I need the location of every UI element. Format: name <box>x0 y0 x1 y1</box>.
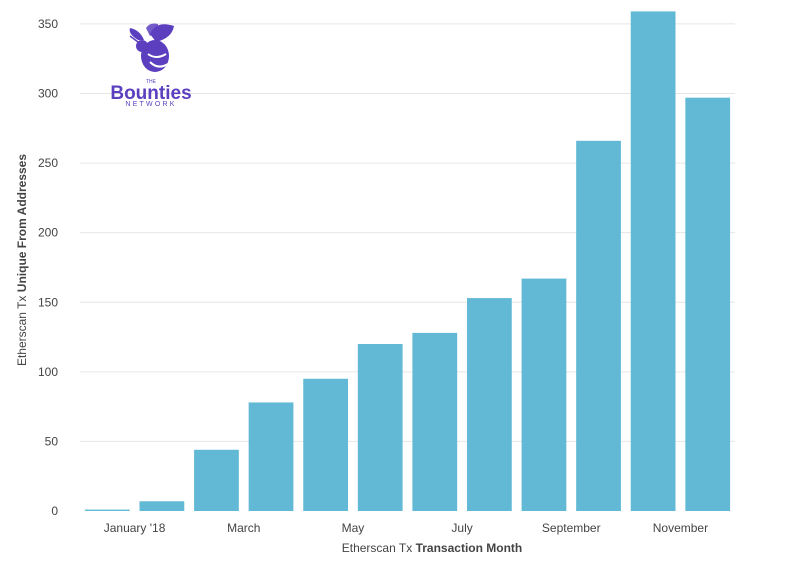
bee-icon <box>129 23 174 72</box>
x-tick-label: November <box>653 521 708 535</box>
logo-main-text: Bounties <box>110 83 191 104</box>
x-tick-label: March <box>227 521 260 535</box>
gridlines <box>80 23 735 442</box>
y-tick-label: 0 <box>51 504 58 518</box>
bar-2018-05 <box>357 344 403 511</box>
x-axis-title-prefix: Etherscan Tx <box>342 541 412 555</box>
y-axis-title-bold: Unique From Addresses <box>15 154 29 293</box>
y-axis-title: Etherscan Tx Unique From Addresses <box>15 154 29 366</box>
bar-2018-02 <box>194 449 239 511</box>
y-tick-label: 100 <box>38 365 58 379</box>
x-tick-label: May <box>342 521 365 535</box>
bar-2018-01 <box>139 501 185 511</box>
y-tick-label: 250 <box>38 156 58 170</box>
x-tick-label: July <box>451 521 472 535</box>
bar-2017-12 <box>84 509 130 511</box>
y-axis-title-prefix: Etherscan Tx <box>15 296 29 366</box>
bar-2018-08 <box>521 278 567 511</box>
x-axis-title-bold: Transaction Month <box>416 541 523 555</box>
bar-2018-06 <box>412 332 458 511</box>
x-tick-label: September <box>542 521 601 535</box>
y-tick-label: 50 <box>45 434 59 448</box>
logo-sub-text: NETWORK <box>125 101 176 108</box>
y-tick-labels: 0 50 100 150 200 250 300 350 <box>38 17 58 518</box>
bars <box>84 11 731 512</box>
bar-2018-03 <box>248 402 294 511</box>
bar-2018-09 <box>576 140 621 512</box>
bar-2018-04 <box>303 378 349 511</box>
bar-2018-10 <box>630 11 676 512</box>
bounties-network-logo: THE Bounties NETWORK <box>110 23 192 108</box>
bar-2018-07 <box>466 298 512 511</box>
y-tick-label: 150 <box>38 295 58 309</box>
y-tick-label: 350 <box>38 17 58 31</box>
y-tick-label: 200 <box>38 226 58 240</box>
bar-2018-11 <box>685 97 731 512</box>
logo-small-text: THE <box>146 79 157 85</box>
y-tick-label: 300 <box>38 87 58 101</box>
x-tick-label: January '18 <box>104 521 166 535</box>
x-tick-labels: January '18 March May July September November <box>104 521 708 535</box>
x-axis-title: Etherscan Tx Transaction Month <box>342 541 523 555</box>
